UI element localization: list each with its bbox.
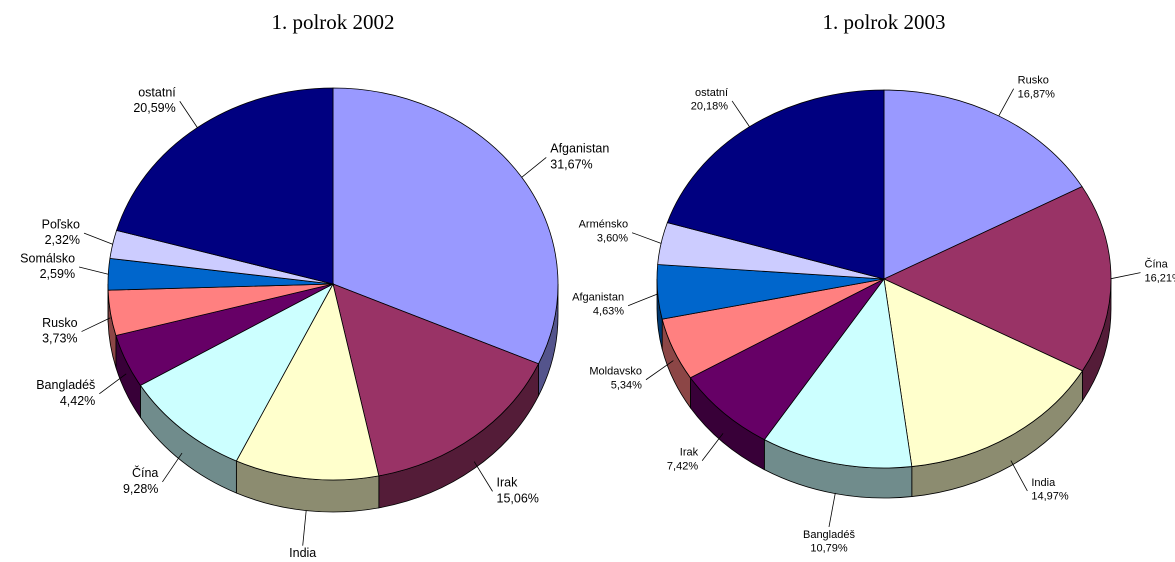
leader-line	[83, 232, 113, 245]
slice-label: Moldavsko	[589, 366, 642, 378]
slice-label: ostatní	[695, 87, 728, 99]
value-label: 20,18%	[691, 101, 729, 113]
slice	[763, 277, 913, 469]
slice-label: ostatní	[138, 86, 176, 100]
leader-line	[81, 317, 111, 332]
slice	[139, 283, 334, 462]
leader-line	[78, 266, 109, 275]
leader-line	[99, 373, 127, 395]
value-label: 14,97%	[1031, 491, 1069, 503]
slice-label: Bangladéš	[803, 529, 855, 541]
slice-label: India	[289, 546, 316, 560]
slice	[332, 283, 540, 477]
value-label: 4,42%	[60, 394, 95, 408]
leader-line	[1110, 272, 1141, 280]
leader-line	[1010, 460, 1028, 492]
leader-line	[645, 360, 674, 381]
value-label: 31,67%	[550, 157, 592, 171]
value-label: 16,87%	[1018, 88, 1056, 100]
value-label: 15,06%	[497, 491, 539, 505]
chart-title: 1. polrok 2002	[271, 10, 394, 34]
slice-label: Bangladéš	[36, 378, 95, 392]
leader-line	[473, 461, 493, 492]
slice-label: Irak	[680, 447, 699, 459]
slice	[883, 186, 1112, 372]
slice-label: Poľsko	[42, 217, 80, 231]
value-label: 5,34%	[611, 379, 642, 391]
value-label: 3,60%	[597, 232, 628, 244]
slice-label: Čína	[1145, 258, 1169, 271]
slice	[235, 282, 380, 481]
leader-line	[701, 433, 724, 461]
leader-line	[162, 452, 183, 483]
slice-label: Rusko	[1018, 75, 1049, 87]
leader-line	[627, 293, 658, 307]
value-label: 7,42%	[667, 460, 698, 472]
value-label: 2,32%	[45, 233, 80, 247]
leader-line	[998, 88, 1015, 117]
value-label: 9,28%	[123, 482, 158, 496]
value-label: 4,63%	[593, 305, 624, 317]
slice-label: Arménsko	[579, 219, 629, 231]
slice	[883, 278, 1083, 468]
value-label: 3,73%	[42, 331, 77, 345]
leader-line	[302, 510, 307, 546]
slice-label: Afganistan	[550, 142, 609, 156]
value-label: 10,79%	[810, 543, 848, 555]
slice	[689, 278, 885, 441]
slice-label: India	[1031, 477, 1056, 489]
leader-line	[521, 157, 547, 178]
slice-label: Rusko	[42, 316, 77, 330]
leader-line	[828, 492, 836, 527]
slice	[666, 89, 885, 280]
slice-label: Somálsko	[20, 251, 75, 265]
leader-line	[631, 232, 662, 244]
chart-title: 1. polrok 2003	[822, 10, 945, 34]
slice	[332, 87, 559, 365]
slice-label: Čína	[132, 465, 158, 480]
leader-line	[179, 101, 198, 128]
slice-label: Irak	[497, 476, 519, 490]
value-label: 20,59%	[133, 101, 175, 115]
slice-label: Afganistan	[572, 292, 624, 304]
value-label: 16,21%	[1145, 272, 1175, 284]
value-label: 2,59%	[40, 267, 75, 281]
leader-line	[731, 100, 750, 127]
